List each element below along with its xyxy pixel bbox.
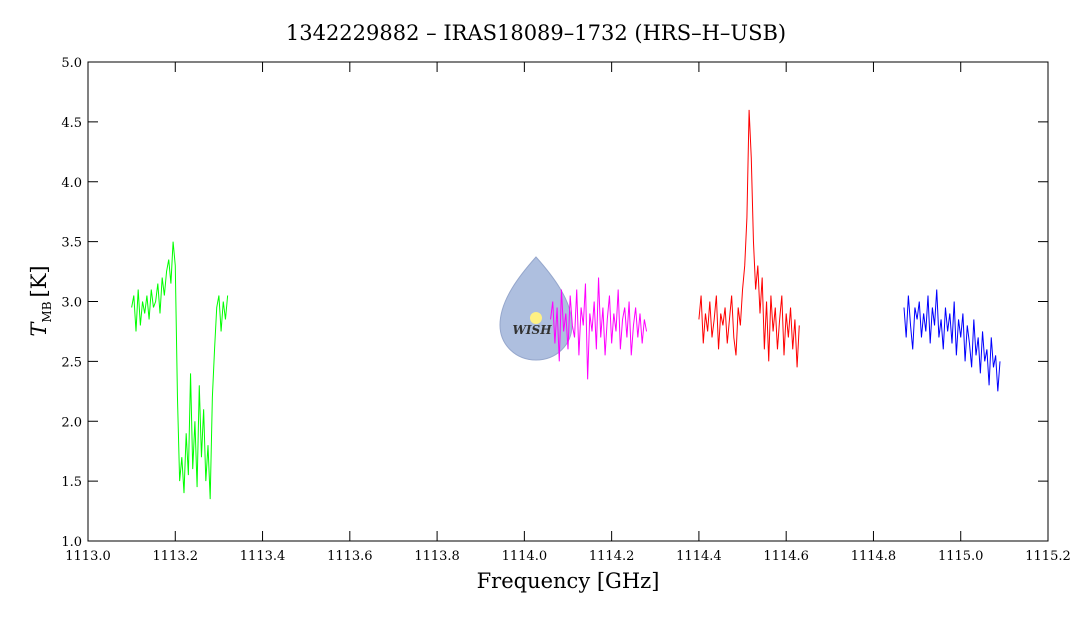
y-tick-label: 1.0 [61, 535, 82, 550]
x-tick-label: 1115.0 [938, 549, 984, 564]
logo-star [530, 312, 542, 324]
spectrum-line [550, 277, 648, 380]
plot-frame [87, 61, 1049, 542]
y-tick-label: 3.0 [61, 296, 82, 311]
y-label-unit: [K] [27, 265, 51, 297]
x-tick-label: 1113.2 [153, 549, 199, 564]
y-tick-label: 4.5 [61, 116, 82, 131]
x-tick-label: 1113.4 [240, 549, 286, 564]
y-tick-label: 4.0 [61, 176, 82, 191]
x-tick-label: 1113.6 [327, 549, 373, 564]
spectrum-line [698, 109, 800, 368]
x-tick-label: 1113.0 [65, 549, 111, 564]
logo-text: WISH [512, 323, 552, 337]
x-tick-label: 1114.4 [676, 549, 722, 564]
y-tick-label: 2.0 [61, 415, 82, 430]
x-axis-label: Frequency [GHz] [477, 569, 660, 593]
y-label-subscript: MB [40, 301, 54, 322]
y-tick-label: 3.5 [61, 236, 82, 251]
y-label-symbol: T [27, 321, 51, 337]
chart-title: 1342229882 – IRAS18089–1732 (HRS–H–USB) [286, 21, 786, 45]
x-tick-label: 1113.8 [414, 549, 460, 564]
x-tick-label: 1115.2 [1025, 549, 1071, 564]
x-tick-label: 1114.8 [851, 549, 897, 564]
y-tick-label: 5.0 [61, 56, 82, 71]
x-tick-label: 1114.6 [763, 549, 809, 564]
y-axis-label: TMB [K] [27, 265, 54, 336]
x-tick-label: 1114.2 [589, 549, 635, 564]
spectrum-line [131, 241, 229, 500]
y-tick-label: 1.5 [61, 475, 82, 490]
x-tick-label: 1114.0 [502, 549, 548, 564]
y-tick-label: 2.5 [61, 355, 82, 370]
spectrum-line [903, 289, 1001, 392]
